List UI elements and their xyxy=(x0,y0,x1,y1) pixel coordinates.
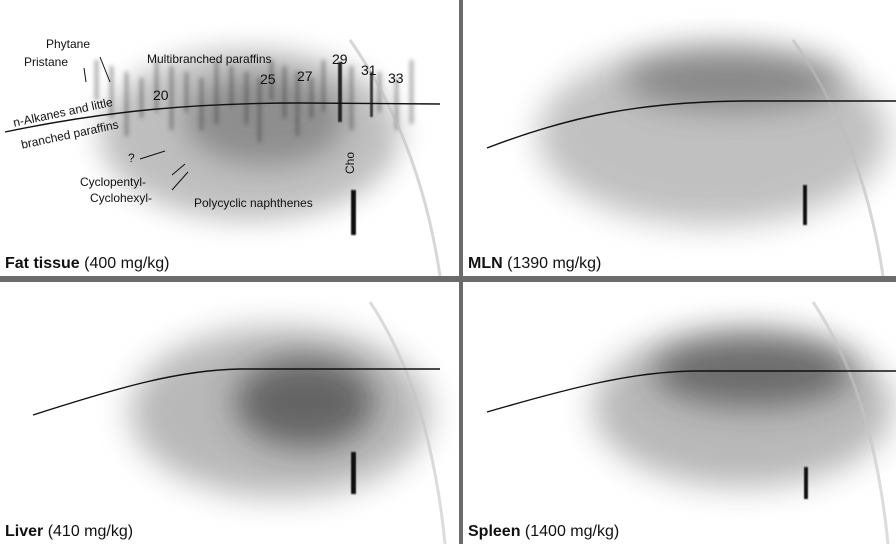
alkane-curve xyxy=(4,102,441,133)
peak-streak xyxy=(125,72,128,136)
caption-mln-name: MLN xyxy=(468,255,503,272)
chromatogram-mln xyxy=(486,39,896,276)
label-multibranched: Multibranched paraffins xyxy=(147,52,272,66)
pointer-pristane xyxy=(83,67,87,83)
faint-arc xyxy=(348,39,442,276)
peak-streak xyxy=(95,60,98,100)
caption-fat-tissue: Fat tissue (400 mg/kg) xyxy=(5,255,170,273)
cholesterol-peak xyxy=(803,185,807,225)
alkane-curve xyxy=(486,370,896,413)
peak-streak xyxy=(258,78,261,142)
peak-29 xyxy=(338,62,342,122)
pointer-cyclohexyl xyxy=(171,171,189,191)
chromatogram-spleen xyxy=(486,301,896,544)
carbon-number-31: 31 xyxy=(361,62,377,78)
faint-arc xyxy=(368,301,447,544)
caption-fat-tissue-name: Fat tissue xyxy=(5,255,80,272)
carbon-number-20: 20 xyxy=(153,87,169,103)
peak-streak xyxy=(283,66,286,118)
peak-streak xyxy=(215,60,218,124)
peak-streak xyxy=(322,60,325,112)
label-cyclopentyl: Cyclopentyl- xyxy=(80,175,147,189)
peak-streak xyxy=(350,66,353,130)
carbon-number-29: 29 xyxy=(332,51,348,67)
label-pristane: Pristane xyxy=(24,55,69,69)
peak-streak xyxy=(200,78,203,130)
label-phytane: Phytane xyxy=(46,37,91,51)
carbon-number-33: 33 xyxy=(388,70,404,86)
peak-streak xyxy=(410,60,413,124)
label-polycyclic: Polycyclic naphthenes xyxy=(194,196,313,210)
chromatogram-fat-tissue xyxy=(4,39,442,276)
peak-streak xyxy=(270,60,273,100)
peak-streak xyxy=(170,66,173,130)
alkane-curve xyxy=(486,100,896,149)
peak-streak xyxy=(140,78,143,118)
pointer-question xyxy=(139,150,166,160)
label-cyclohexyl: Cyclohexyl- xyxy=(90,191,153,205)
caption-liver: Liver (410 mg/kg) xyxy=(5,523,133,541)
peak-streak xyxy=(110,66,113,118)
caption-mln: MLN (1390 mg/kg) xyxy=(468,255,601,273)
cholesterol-peak xyxy=(804,467,808,499)
pointer-cyclopentyl xyxy=(171,163,186,176)
alkane-curve xyxy=(32,368,440,416)
panel-liver: Liver (410 mg/kg) xyxy=(0,282,459,544)
peak-31 xyxy=(370,72,373,117)
caption-mln-conc: (1390 mg/kg) xyxy=(507,255,602,272)
peak-streak xyxy=(230,66,233,106)
caption-spleen: Spleen (1400 mg/kg) xyxy=(468,523,619,541)
faint-arc xyxy=(811,301,890,544)
hump-core xyxy=(653,337,853,407)
peak-streak xyxy=(296,72,299,136)
caption-fat-tissue-conc: (400 mg/kg) xyxy=(84,255,170,272)
caption-liver-conc: (410 mg/kg) xyxy=(47,523,134,540)
caption-spleen-name: Spleen xyxy=(468,523,521,540)
hump-core xyxy=(185,75,345,165)
label-question: ? xyxy=(128,151,135,165)
panel-fat-tissue: Phytane Pristane Multibranched paraffins… xyxy=(0,0,459,276)
peak-streak xyxy=(310,78,313,118)
peak-streak xyxy=(245,72,248,124)
peak-streak xyxy=(155,60,158,112)
peak-streak xyxy=(185,72,188,112)
faint-arc xyxy=(791,39,885,276)
hump-core xyxy=(235,357,375,447)
hump-core xyxy=(623,50,843,110)
carbon-number-27: 27 xyxy=(297,68,313,84)
peak-streak xyxy=(378,72,381,112)
chromatogram-liver xyxy=(32,301,447,544)
panel-spleen: Spleen (1400 mg/kg) xyxy=(463,282,896,544)
label-cho: Cho xyxy=(343,151,357,174)
cholesterol-peak xyxy=(351,190,356,235)
caption-spleen-conc: (1400 mg/kg) xyxy=(524,523,620,540)
pointer-phytane xyxy=(99,56,111,83)
carbon-number-25: 25 xyxy=(260,71,276,87)
caption-liver-name: Liver xyxy=(5,523,44,540)
panel-mln: MLN (1390 mg/kg) xyxy=(463,0,896,276)
cholesterol-peak xyxy=(351,452,356,494)
